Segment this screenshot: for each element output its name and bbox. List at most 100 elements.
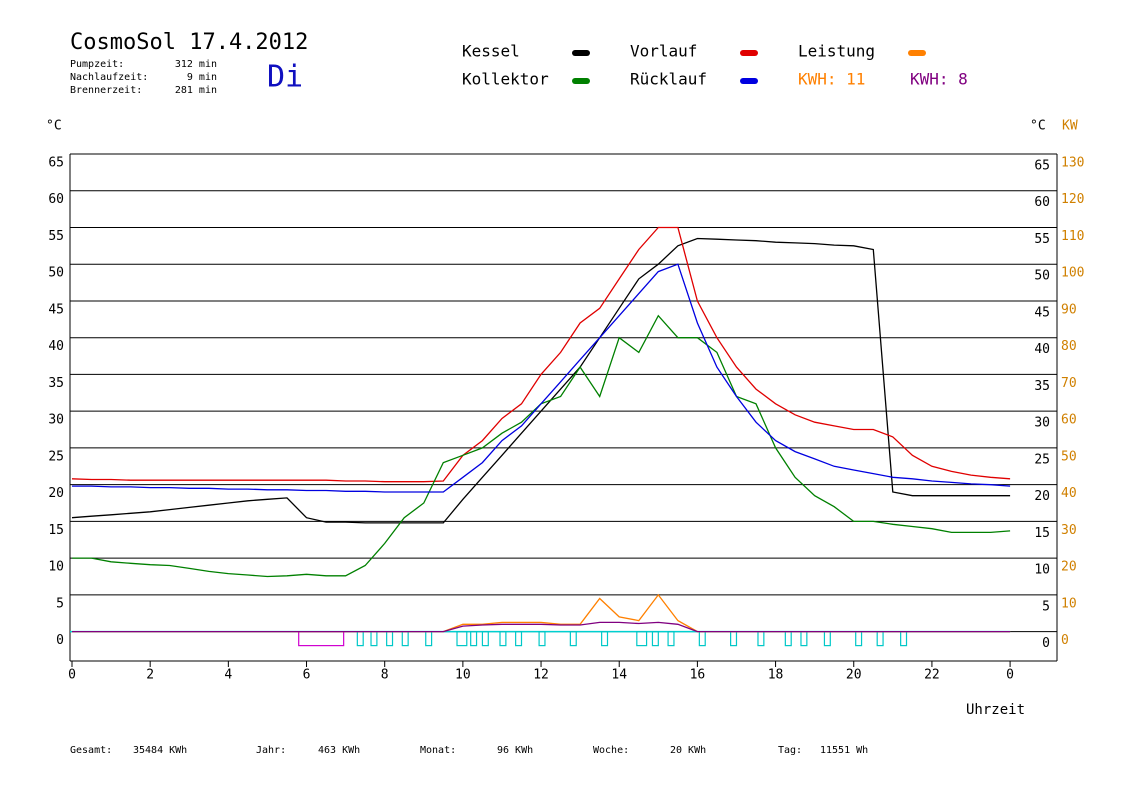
y-tick-label: 65 — [48, 156, 64, 171]
kwh-label: KWH: 8 — [910, 70, 968, 89]
footer-label: Gesamt: — [70, 745, 112, 756]
footer-value: 96 KWh — [497, 745, 533, 756]
y-tick-label: 30 — [48, 413, 64, 428]
y-tick-label: 15 — [48, 523, 64, 538]
info-label: Pumpzeit: — [70, 59, 124, 70]
y2-tick-label: 65 — [1034, 159, 1050, 174]
pump-period — [386, 631, 394, 647]
series-line — [71, 226, 1011, 483]
y-tick-label: 60 — [48, 192, 64, 207]
y2-tick-label: 60 — [1034, 195, 1050, 210]
y2-kw-tick-label: 100 — [1061, 266, 1084, 281]
footer-label: Jahr: — [256, 745, 286, 756]
y2-tick-label: 15 — [1034, 526, 1050, 541]
pump-period — [636, 631, 648, 647]
series-line — [72, 263, 1011, 493]
footer-value: 20 KWh — [670, 745, 706, 756]
y-tick-label: 40 — [48, 339, 64, 354]
y2-tick-label: 5 — [1042, 599, 1050, 614]
pump-period — [425, 631, 433, 647]
pump-period — [698, 631, 706, 647]
footer-label: Tag: — [778, 745, 802, 756]
pump-period — [401, 631, 409, 647]
y-tick-label: 25 — [48, 449, 64, 464]
kwh-label: KWH: 11 — [798, 70, 865, 89]
footer-label: Woche: — [593, 745, 629, 756]
pump-period — [651, 631, 659, 647]
footer-label: Monat: — [420, 745, 456, 756]
y2-kw-tick-label: 20 — [1061, 560, 1077, 575]
y-tick-label: 35 — [48, 376, 64, 391]
y2-tick-label: 20 — [1034, 489, 1050, 504]
pump-period — [569, 631, 577, 647]
y2-kw-tick-label: 80 — [1061, 339, 1077, 354]
pump-period — [667, 631, 675, 647]
y2-kw-tick-label: 90 — [1061, 302, 1077, 317]
y2-kw-tick-label: 30 — [1061, 523, 1077, 538]
x-tick-label: 22 — [924, 668, 940, 683]
info-label: Nachlaufzeit: — [70, 72, 148, 83]
series-line — [72, 314, 1011, 578]
y2-kw-tick-label: 0 — [1061, 633, 1069, 648]
y-tick-label: 10 — [48, 560, 64, 575]
y2-tick-label: 50 — [1034, 269, 1050, 284]
x-tick-label: 18 — [768, 668, 784, 683]
footer-value: 11551 Wh — [820, 745, 868, 756]
x-tick-label: 20 — [846, 668, 862, 683]
footer-value: 463 KWh — [318, 745, 360, 756]
y2-kw-tick-label: 40 — [1061, 486, 1077, 501]
legend-label: Vorlauf — [630, 42, 697, 61]
pump-period — [499, 631, 507, 647]
pump-period — [370, 631, 378, 647]
info-value: 281 min — [175, 85, 217, 96]
y-tick-label: 50 — [48, 266, 64, 281]
x-tick-label: 2 — [146, 668, 154, 683]
pump-period — [784, 631, 792, 647]
x-tick-label: 10 — [455, 668, 471, 683]
x-tick-label: 0 — [1006, 668, 1014, 683]
series-line — [71, 237, 1011, 524]
series-line — [72, 593, 1011, 633]
info-label: Brennerzeit: — [70, 85, 142, 96]
pump-period — [298, 631, 345, 647]
chart-title: CosmoSol 17.4.2012 — [70, 30, 308, 55]
x-tick-label: 14 — [611, 668, 627, 683]
x-tick-label: 12 — [533, 668, 549, 683]
y-tick-label: 20 — [48, 486, 64, 501]
pump-period — [730, 631, 738, 647]
info-value: 312 min — [175, 59, 217, 70]
info-value: 9 min — [187, 72, 217, 83]
y2-tick-label: 40 — [1034, 342, 1050, 357]
y2-kw-tick-label: 50 — [1061, 449, 1077, 464]
y2-unit-c: °C — [1030, 119, 1046, 134]
x-tick-label: 0 — [68, 668, 76, 683]
y2-unit: KW — [1062, 119, 1078, 134]
y2-tick-label: 10 — [1034, 563, 1050, 578]
pump-period — [456, 631, 468, 647]
footer-value: 35484 KWh — [133, 745, 187, 756]
pump-period — [900, 631, 908, 647]
y2-tick-label: 35 — [1034, 379, 1050, 394]
y2-tick-label: 45 — [1034, 305, 1050, 320]
pump-period — [470, 631, 478, 647]
x-tick-label: 16 — [690, 668, 706, 683]
legend-label: Kollektor — [462, 70, 549, 89]
y2-kw-tick-label: 10 — [1061, 596, 1077, 611]
y-tick-label: 0 — [56, 633, 64, 648]
pump-period — [538, 631, 546, 647]
pump-period — [601, 631, 609, 647]
y2-tick-label: 30 — [1034, 416, 1050, 431]
pump-period — [876, 631, 884, 647]
pump-period — [823, 631, 831, 647]
y-tick-label: 5 — [56, 596, 64, 611]
y2-kw-tick-label: 70 — [1061, 376, 1077, 391]
y2-tick-label: 0 — [1042, 636, 1050, 651]
weekday: Di — [267, 60, 303, 95]
legend-label: Kessel — [462, 42, 520, 61]
pump-period — [855, 631, 863, 647]
series-line — [72, 621, 1011, 633]
x-tick-label: 6 — [303, 668, 311, 683]
x-tick-label: 8 — [381, 668, 389, 683]
x-label: Uhrzeit — [966, 702, 1025, 718]
